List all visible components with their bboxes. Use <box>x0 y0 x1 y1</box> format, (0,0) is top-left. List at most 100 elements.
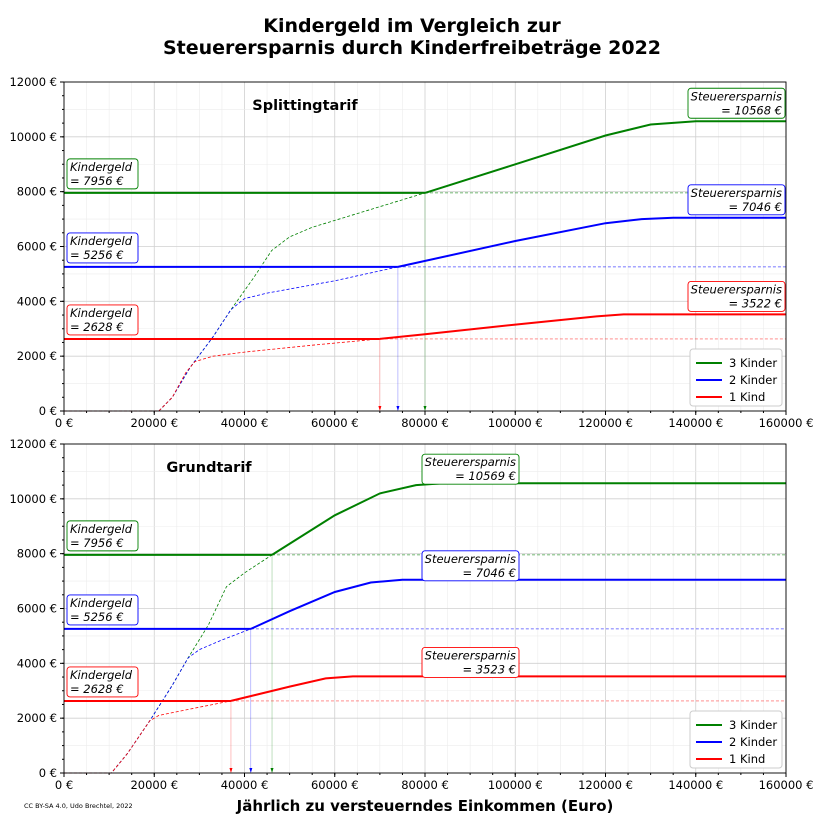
x-tick-label: 100000 € <box>488 416 543 430</box>
y-tick-label: 2000 € <box>17 349 57 363</box>
x-axis-label: Jährlich zu versteuerndes Einkommen (Eur… <box>236 797 614 815</box>
steuerersparnis-label: Steuerersparnis <box>425 648 516 662</box>
x-tick-label: 140000 € <box>668 778 723 792</box>
steuerersparnis-label: Steuerersparnis <box>691 186 782 200</box>
legend-label: 1 Kind <box>729 752 765 766</box>
x-tick-label: 40000 € <box>221 416 269 430</box>
x-tick-label: 140000 € <box>668 416 723 430</box>
steuerersparnis-value: = 3523 € <box>462 662 516 676</box>
legend-label: 2 Kinder <box>729 373 777 387</box>
kindergeld-value: = 7956 € <box>70 536 124 550</box>
y-tick-label: 8000 € <box>17 185 57 199</box>
arrow-icon <box>423 406 427 411</box>
steuerersparnis-box-3-kinder <box>687 87 786 119</box>
x-tick-label: 120000 € <box>578 778 633 792</box>
x-tick-label: 60000 € <box>311 416 359 430</box>
kindergeld-label: Kindergeld <box>70 596 133 610</box>
steuerersparnis-value: = 7046 € <box>728 200 782 214</box>
credit: CC BY-SA 4.0, Udo Brechtel, 2022 <box>24 802 133 810</box>
kindergeld-value: = 7956 € <box>70 174 124 188</box>
x-tick-label: 20000 € <box>130 416 178 430</box>
steuerersparnis-box-2-kinder <box>687 184 786 216</box>
x-tick-label: 100000 € <box>488 778 543 792</box>
axes-frame <box>63 443 787 774</box>
x-tick-label: 120000 € <box>578 416 633 430</box>
saving-line-1-kind <box>379 313 786 340</box>
legend-label: 1 Kind <box>729 390 765 404</box>
y-tick-label: 10000 € <box>9 492 57 506</box>
panel-title: Splittingtarif <box>252 98 358 114</box>
kindergeld-box-1-kind <box>66 666 139 698</box>
kindergeld-label: Kindergeld <box>70 668 133 682</box>
x-tick-label: 60000 € <box>311 778 359 792</box>
y-tick-label: 12000 € <box>9 437 57 451</box>
saving-line-2-kinder <box>250 578 786 630</box>
saving-dashed-line-3-kinder <box>64 554 273 774</box>
kindergeld-value: = 2628 € <box>70 682 124 696</box>
x-tick-label: 0 € <box>55 778 73 792</box>
y-tick-label: 6000 € <box>17 602 57 616</box>
kindergeld-value: = 5256 € <box>70 248 124 262</box>
axes-frame <box>63 81 787 412</box>
kindergeld-box-2-kinder <box>66 594 139 626</box>
steuerersparnis-box-1-kind <box>421 646 520 678</box>
kindergeld-box-1-kind <box>66 304 139 336</box>
y-tick-label: 0 € <box>39 404 57 418</box>
legend-label: 3 Kinder <box>729 356 777 370</box>
y-tick-label: 8000 € <box>17 547 57 561</box>
arrow-icon <box>270 768 274 773</box>
kindergeld-label: Kindergeld <box>70 522 133 536</box>
arrow-icon <box>229 768 233 773</box>
kindergeld-label: Kindergeld <box>70 160 133 174</box>
kindergeld-box-3-kinder <box>66 158 139 190</box>
x-tick-label: 0 € <box>55 416 73 430</box>
x-tick-label: 20000 € <box>130 778 178 792</box>
kindergeld-value: = 5256 € <box>70 610 124 624</box>
kindergeld-box-3-kinder <box>66 520 139 552</box>
saving-line-3-kinder <box>424 120 786 194</box>
arrow-icon <box>378 406 382 411</box>
legend-label: 2 Kinder <box>729 735 777 749</box>
steuerersparnis-value: = 10568 € <box>721 103 782 117</box>
saving-line-2-kinder <box>397 216 786 268</box>
saving-line-1-kind <box>230 675 786 702</box>
steuerersparnis-label: Steuerersparnis <box>691 89 782 103</box>
x-tick-label: 80000 € <box>401 778 449 792</box>
panel-grundtarif: 0 € 20000 € 40000 € 60000 € 80000 € 100000 € 1… <box>9 437 813 792</box>
y-tick-label: 12000 € <box>9 75 57 89</box>
chart-title-line2: Steuerersparnis durch Kinderfreibeträge … <box>163 37 661 59</box>
arrow-icon <box>396 406 400 411</box>
steuerersparnis-value: = 7046 € <box>462 566 516 580</box>
y-tick-label: 4000 € <box>17 656 57 670</box>
y-tick-label: 4000 € <box>17 294 57 308</box>
panel-title: Grundtarif <box>166 460 252 476</box>
chart-title-line1: Kindergeld im Vergleich zur <box>263 15 561 37</box>
x-tick-label: 160000 € <box>759 778 814 792</box>
kindergeld-box-2-kinder <box>66 232 139 264</box>
steuerersparnis-label: Steuerersparnis <box>425 455 516 469</box>
steuerersparnis-label: Steuerersparnis <box>425 552 516 566</box>
saving-line-3-kinder <box>271 482 786 556</box>
y-tick-label: 10000 € <box>9 130 57 144</box>
steuerersparnis-label: Steuerersparnis <box>691 282 782 296</box>
steuerersparnis-box-2-kinder <box>421 550 520 582</box>
x-tick-label: 160000 € <box>759 416 814 430</box>
saving-dashed-line-1-kind <box>64 700 232 774</box>
arrow-icon <box>249 768 253 773</box>
legend-label: 3 Kinder <box>729 718 777 732</box>
steuerersparnis-value: = 3522 € <box>728 296 782 310</box>
kindergeld-label: Kindergeld <box>70 306 133 320</box>
y-tick-label: 0 € <box>39 766 57 780</box>
steuerersparnis-box-3-kinder <box>421 453 520 485</box>
x-tick-label: 80000 € <box>401 416 449 430</box>
steuerersparnis-value: = 10569 € <box>455 469 516 483</box>
x-tick-label: 40000 € <box>221 778 269 792</box>
panel-splittingtarif: 0 € 20000 € 40000 € 60000 € 80000 € 100000 € 1… <box>9 75 813 430</box>
y-tick-label: 2000 € <box>17 711 57 725</box>
kindergeld-label: Kindergeld <box>70 234 133 248</box>
steuerersparnis-box-1-kind <box>687 280 786 312</box>
kindergeld-value: = 2628 € <box>70 320 124 334</box>
y-tick-label: 6000 € <box>17 240 57 254</box>
saving-dashed-line-1-kind <box>64 338 380 412</box>
